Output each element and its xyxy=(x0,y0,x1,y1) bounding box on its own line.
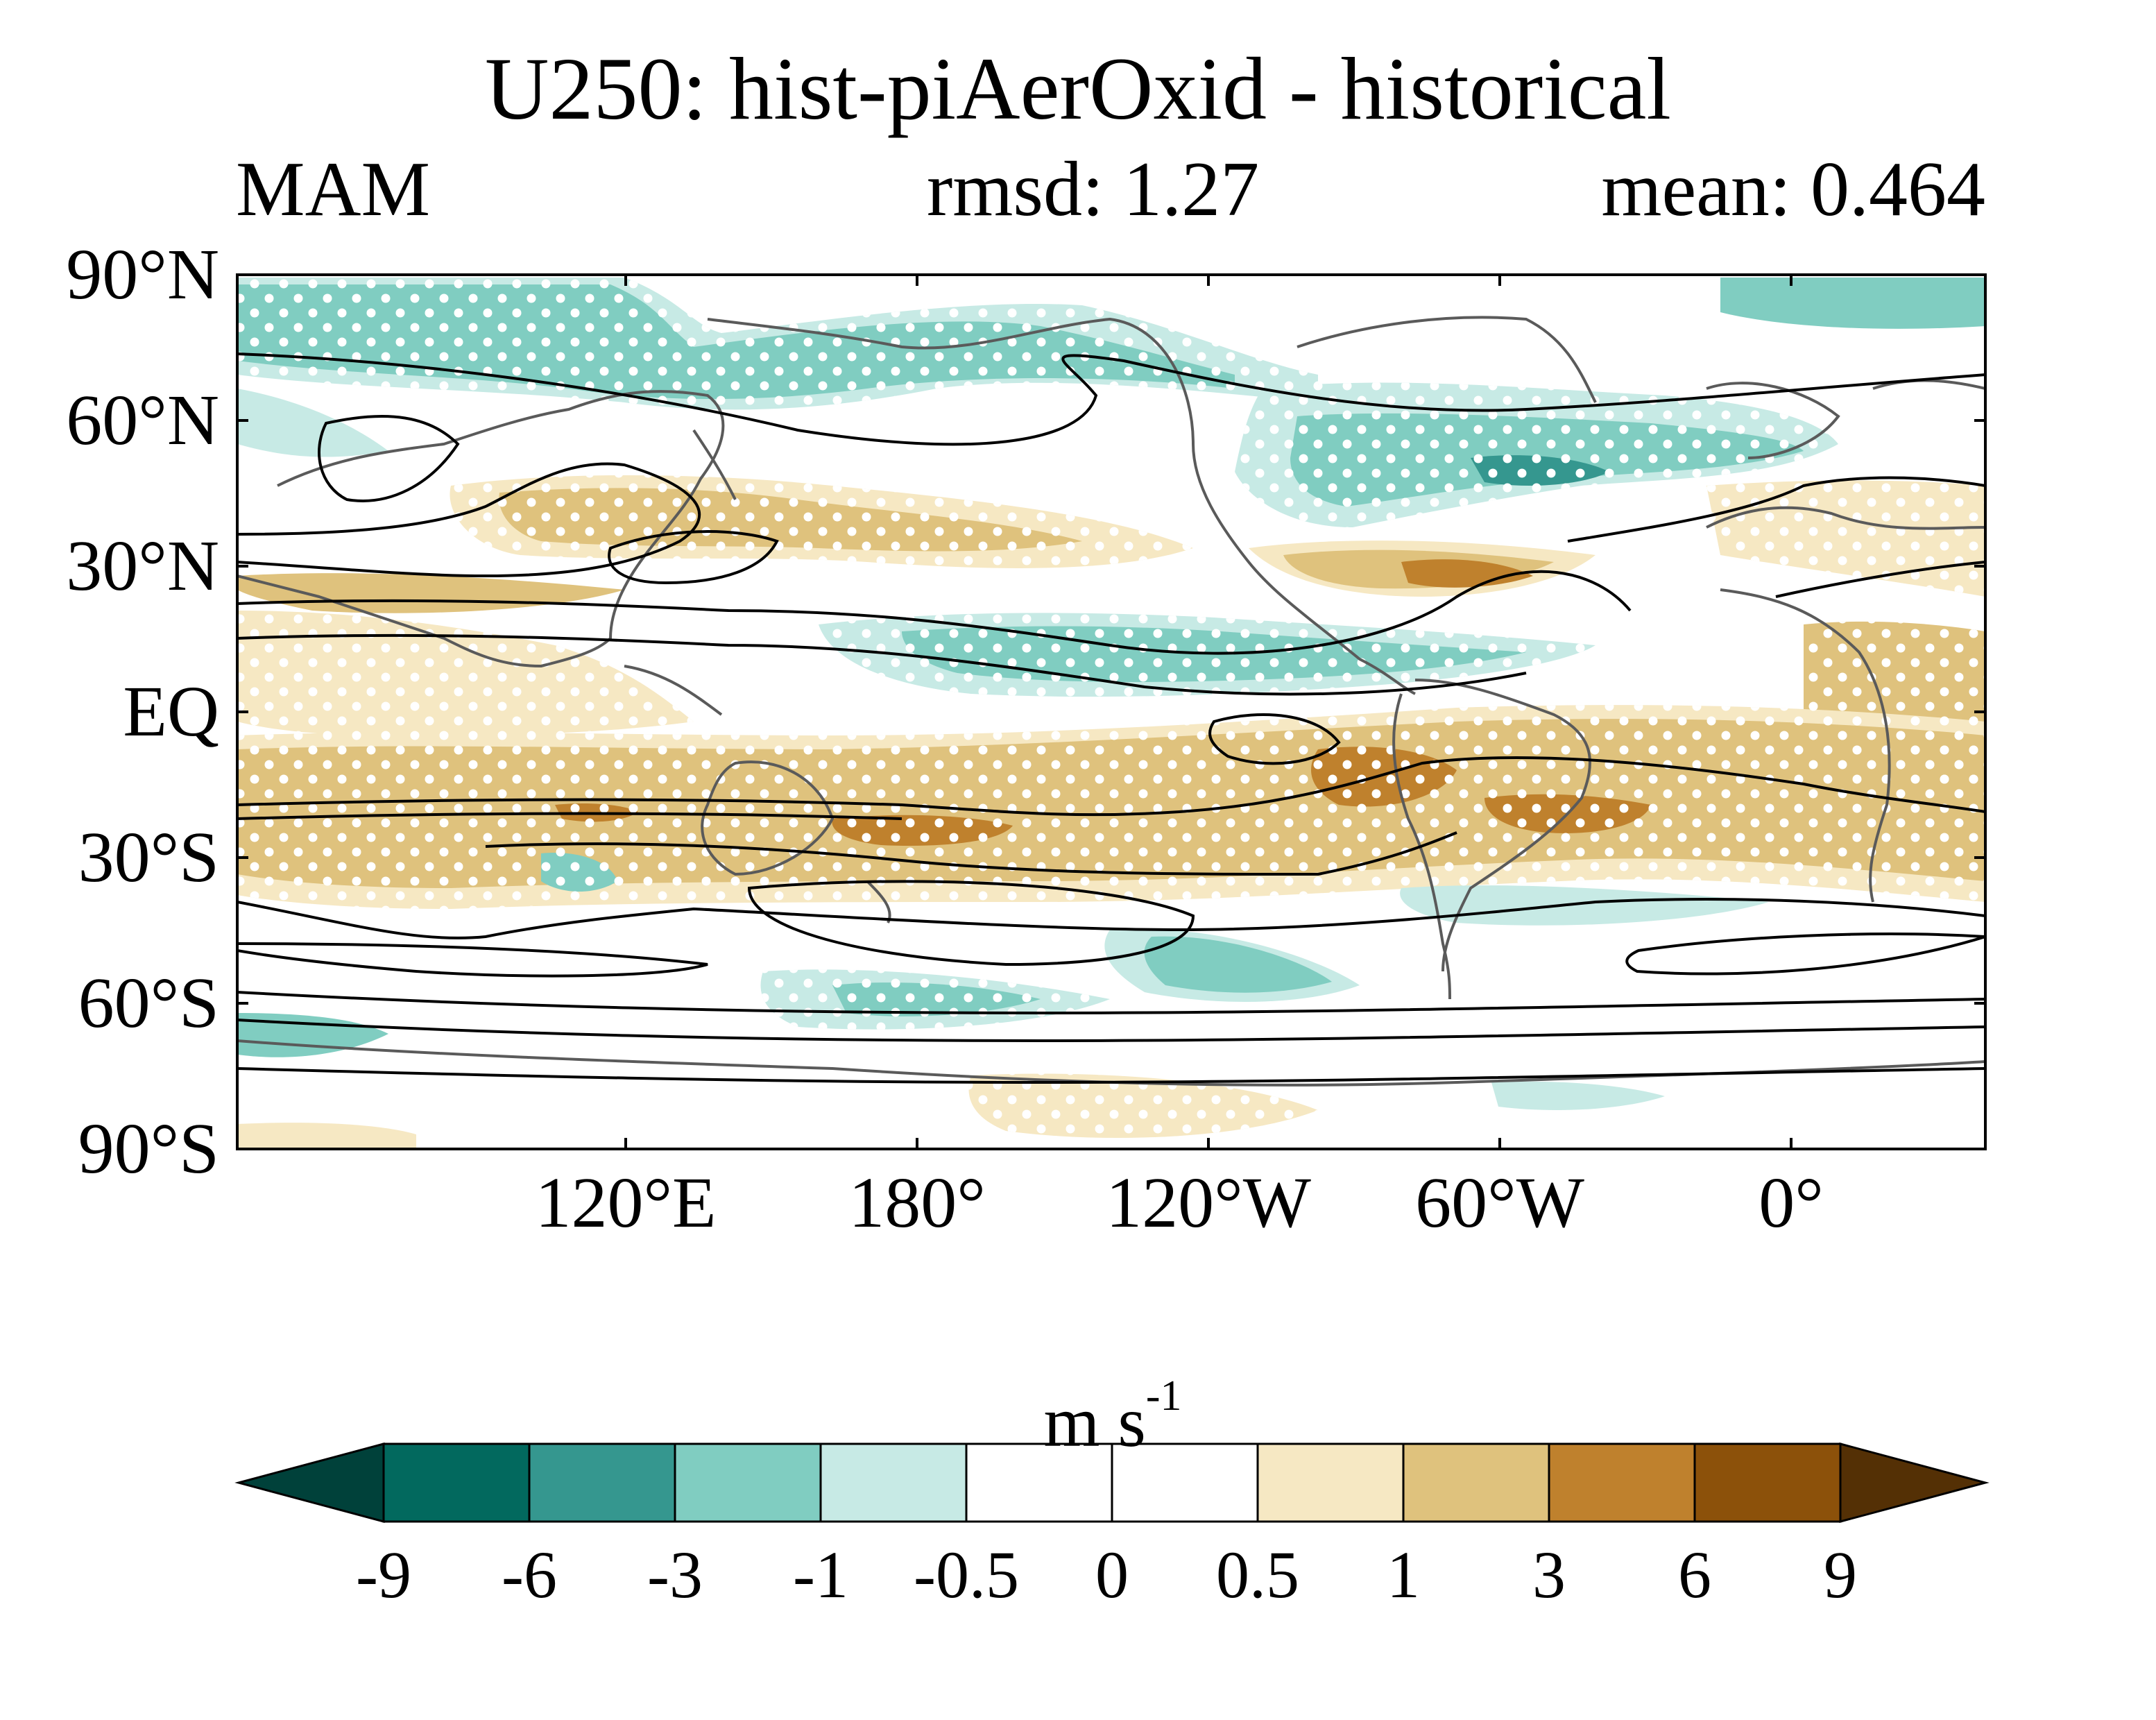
colorbar-swatch xyxy=(1256,1442,1405,1523)
colorbar xyxy=(234,1442,1990,1523)
lon-label-0: 0° xyxy=(1759,1163,1824,1243)
lat-label-60n: 60°N xyxy=(66,380,219,460)
lat-label-60s: 60°S xyxy=(78,963,219,1043)
season-label: MAM xyxy=(236,146,431,232)
colorbar-label: -1 xyxy=(793,1538,848,1612)
colorbar-swatch xyxy=(1111,1442,1259,1523)
lat-label-30s: 30°S xyxy=(78,817,219,897)
colorbar-label: 6 xyxy=(1678,1538,1711,1612)
colorbar-units: m s-1 xyxy=(1043,1372,1182,1462)
lon-label-180: 180° xyxy=(848,1163,986,1243)
lat-label-90n: 90°N xyxy=(66,235,219,314)
colorbar-swatch xyxy=(528,1442,676,1523)
colorbar-label: 0 xyxy=(1095,1538,1129,1612)
figure-title: U250: hist-piAerOxid - historical xyxy=(485,40,1671,138)
colorbar-max-extension xyxy=(1839,1442,1990,1523)
colorbar-swatch xyxy=(382,1442,531,1523)
colorbar-swatch xyxy=(674,1442,822,1523)
colorbar-label: -3 xyxy=(647,1538,703,1612)
map-frame xyxy=(236,273,1987,1150)
colorbar-label: 3 xyxy=(1532,1538,1566,1612)
rmsd-label: rmsd: 1.27 xyxy=(927,146,1260,232)
lat-label-90s: 90°S xyxy=(78,1109,219,1189)
lat-label-eq: EQ xyxy=(123,672,219,751)
colorbar-label: 1 xyxy=(1387,1538,1420,1612)
lat-label-30n: 30°N xyxy=(66,526,219,606)
mean-label: mean: 0.464 xyxy=(1601,146,1985,232)
colorbar-swatch xyxy=(965,1442,1113,1523)
colorbar-min-extension xyxy=(234,1442,385,1523)
colorbar-swatch xyxy=(1548,1442,1696,1523)
colorbar-swatch xyxy=(1402,1442,1550,1523)
jet-contours xyxy=(237,352,1985,1084)
colorbar-label: 0.5 xyxy=(1216,1538,1299,1612)
lon-label-60w: 60°W xyxy=(1415,1163,1584,1243)
colorbar-label: -9 xyxy=(356,1538,411,1612)
colorbar-label: 9 xyxy=(1824,1538,1857,1612)
colorbar-label: -0.5 xyxy=(914,1538,1019,1612)
colorbar-label: -6 xyxy=(502,1538,557,1612)
map-panel xyxy=(237,275,1985,1149)
lon-label-120e: 120°E xyxy=(535,1163,717,1243)
colorbar-swatch xyxy=(1693,1442,1842,1523)
lon-label-120w: 120°W xyxy=(1106,1163,1311,1243)
